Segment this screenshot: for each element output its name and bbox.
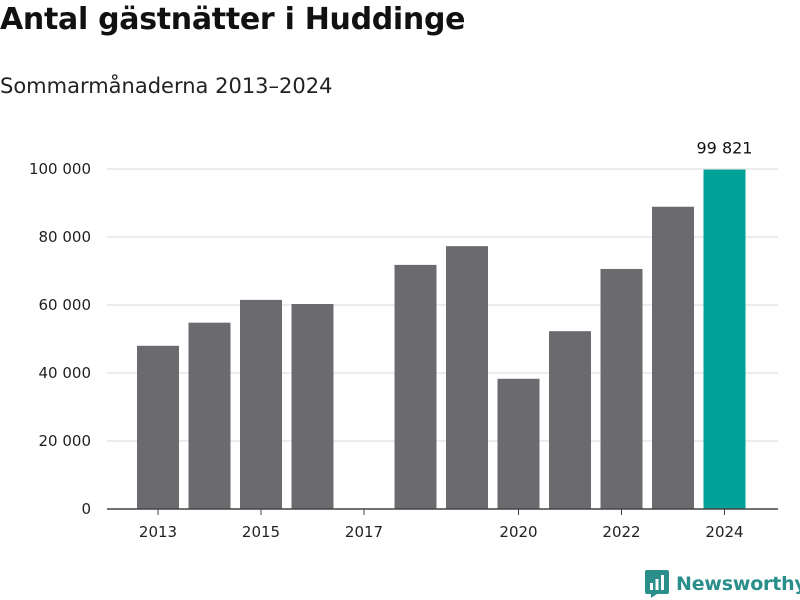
newsworthy-logo: Newsworthy bbox=[644, 569, 800, 599]
bar-2024 bbox=[703, 169, 746, 510]
y-tick-label: 100 000 bbox=[29, 160, 91, 178]
x-tick-label: 2013 bbox=[139, 523, 177, 541]
bar-2021 bbox=[549, 331, 591, 509]
chart-subtitle: Sommarmånaderna 2013–2024 bbox=[0, 74, 333, 98]
bar-2014 bbox=[188, 322, 231, 509]
bar-2016 bbox=[291, 303, 334, 509]
bar-2023 bbox=[652, 206, 694, 510]
x-tick-label: 2024 bbox=[705, 523, 743, 541]
x-tick-label: 2015 bbox=[242, 523, 280, 541]
bar-2019 bbox=[446, 246, 488, 509]
y-tick-label: 20 000 bbox=[39, 432, 92, 450]
y-tick-label: 80 000 bbox=[39, 228, 92, 246]
y-tick-label: 40 000 bbox=[39, 364, 92, 382]
newsworthy-logo-text: Newsworthy bbox=[676, 573, 800, 595]
bar-2022 bbox=[600, 268, 643, 509]
bar-2013 bbox=[137, 345, 179, 509]
x-tick-label: 2022 bbox=[602, 523, 640, 541]
chart-title: Antal gästnätter i Huddinge bbox=[0, 2, 466, 37]
bar-2020 bbox=[497, 378, 540, 509]
y-tick-label: 60 000 bbox=[39, 296, 92, 314]
newsworthy-logo-icon bbox=[645, 570, 669, 598]
data-label: 99 821 bbox=[697, 139, 753, 158]
bar-chart: 0 20 000 40 000 60 000 80 000 100 000 2013 2015… bbox=[29, 139, 778, 541]
x-tick-label: 2017 bbox=[345, 523, 383, 541]
bar-2018 bbox=[394, 264, 437, 509]
y-tick-label: 0 bbox=[81, 500, 91, 518]
x-tick-label: 2020 bbox=[499, 523, 537, 541]
bar-2015 bbox=[240, 299, 282, 509]
